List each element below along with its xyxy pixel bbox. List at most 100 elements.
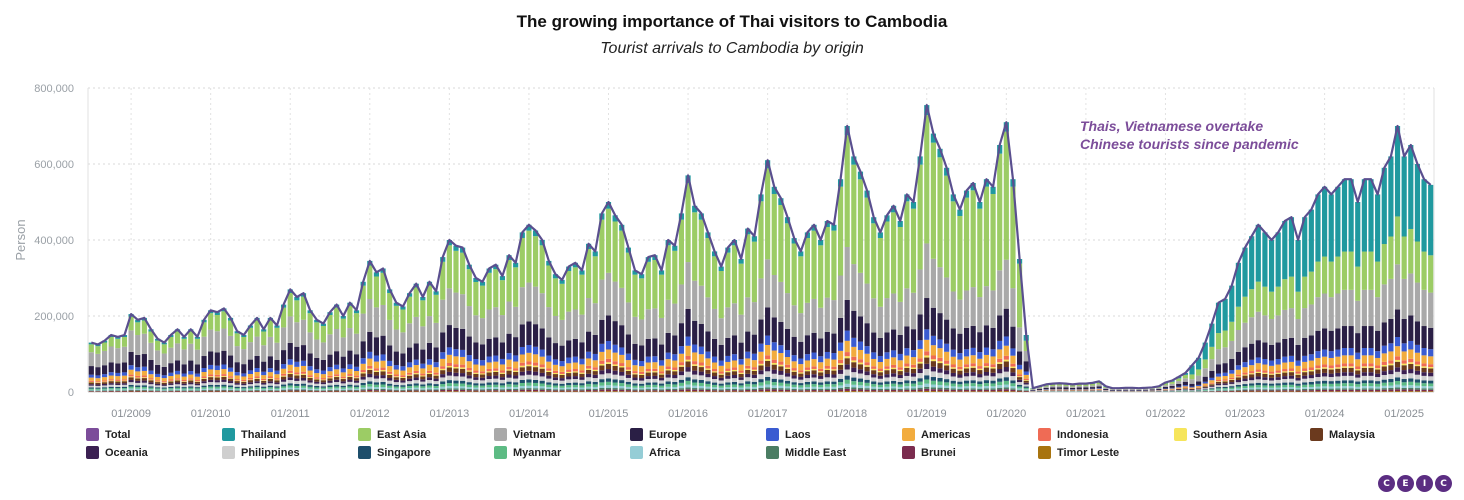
bar-segment-timor-leste	[566, 391, 572, 392]
bar-segment-laos	[1063, 388, 1069, 390]
bar-segment-southern-asia	[499, 372, 505, 374]
bar-segment-oceania	[1235, 379, 1241, 383]
bar-segment-middle-east	[738, 389, 744, 391]
bar-segment-east-asia	[1302, 276, 1308, 309]
bar-segment-africa	[1003, 384, 1009, 388]
legend-item[interactable]: Europe	[630, 428, 687, 441]
bar-segment-brunei	[433, 390, 439, 392]
bar-segment-americas	[844, 340, 850, 353]
bar-segment-southern-asia	[1255, 371, 1261, 373]
legend-item[interactable]: Myanmar	[494, 446, 561, 459]
legend-item[interactable]: Philippines	[222, 446, 300, 459]
bar-segment-oceania	[88, 384, 94, 386]
legend-item[interactable]: Indonesia	[1038, 428, 1108, 441]
bar-segment-philippines	[201, 383, 207, 386]
legend-item[interactable]: Africa	[630, 446, 680, 459]
bar-segment-oceania	[148, 382, 154, 385]
bar-segment-myanmar	[552, 385, 559, 388]
bar-segment-europe	[1421, 326, 1427, 349]
legend-item[interactable]: Vietnam	[494, 428, 556, 441]
bar-segment-malaysia	[1302, 372, 1308, 376]
bar-segment-americas	[453, 356, 459, 365]
bar-segment-americas	[1282, 362, 1288, 370]
bar-segment-americas	[1428, 356, 1434, 365]
bar-segment-timor-leste	[877, 391, 883, 392]
bar-segment-middle-east	[970, 388, 976, 390]
bar-segment-africa	[108, 389, 114, 391]
legend-item[interactable]: Oceania	[86, 446, 148, 459]
bar-segment-thailand	[1268, 240, 1275, 292]
bar-segment-east-asia	[552, 278, 559, 316]
bar-segment-laos	[168, 372, 174, 376]
bar-segment-singapore	[1394, 377, 1401, 382]
legend-item[interactable]: Middle East	[766, 446, 846, 459]
legend-item[interactable]: Total	[86, 428, 130, 441]
bar-segment-philippines	[639, 380, 645, 384]
bar-segment-laos	[798, 358, 804, 365]
bar-segment-brunei	[705, 389, 711, 392]
bar-segment-oceania	[300, 377, 307, 381]
bar-segment-timor-leste	[824, 391, 830, 392]
legend-item[interactable]: East Asia	[358, 428, 426, 441]
bar-segment-middle-east	[460, 388, 466, 390]
bar-segment-africa	[751, 386, 757, 389]
bar-segment-thailand	[1381, 167, 1387, 245]
legend-item[interactable]: Laos	[766, 428, 811, 441]
legend-item[interactable]: Singapore	[358, 446, 431, 459]
bar-segment-europe	[168, 363, 174, 373]
bar-segment-philippines	[135, 382, 141, 386]
bar-segment-laos	[1375, 351, 1381, 358]
bar-segment-europe	[1288, 337, 1295, 356]
legend-item[interactable]: Americas	[902, 428, 971, 441]
bar-segment-americas	[1196, 386, 1202, 388]
bar-segment-middle-east	[692, 388, 698, 390]
bar-segment-middle-east	[665, 388, 671, 391]
bar-segment-oceania	[924, 363, 930, 370]
bar-segment-philippines	[685, 371, 691, 378]
bar-segment-vietnam	[433, 322, 439, 348]
legend-item[interactable]: Thailand	[222, 428, 286, 441]
bar-segment-myanmar	[1315, 383, 1321, 387]
bar-segment-singapore	[917, 378, 923, 382]
bar-segment-singapore	[1235, 384, 1241, 387]
bar-segment-myanmar	[473, 385, 479, 388]
bar-segment-timor-leste	[1355, 391, 1361, 392]
legend-item[interactable]: Brunei	[902, 446, 956, 459]
bar-segment-timor-leste	[731, 391, 738, 392]
bar-segment-indonesia	[433, 372, 439, 375]
bar-segment-singapore	[1209, 388, 1215, 390]
legend-item[interactable]: Southern Asia	[1174, 428, 1267, 441]
bar-segment-indonesia	[672, 367, 678, 370]
bar-segment-southern-asia	[599, 363, 605, 366]
bar-segment-indonesia	[851, 356, 857, 361]
legend-item[interactable]: Malaysia	[1310, 428, 1375, 441]
bar-segment-middle-east	[108, 390, 114, 392]
bar-segment-thailand	[970, 183, 976, 191]
bar-segment-southern-asia	[904, 366, 910, 368]
bar-segment-americas	[997, 349, 1003, 359]
bar-segment-laos	[1162, 388, 1169, 390]
bar-segment-singapore	[1308, 381, 1314, 385]
bar-segment-southern-asia	[944, 363, 950, 366]
bar-segment-malaysia	[194, 381, 200, 384]
legend-item[interactable]: Timor Leste	[1038, 446, 1119, 459]
bar-segment-east-asia	[692, 212, 698, 281]
bar-segment-philippines	[1408, 373, 1414, 379]
bar-segment-vietnam	[227, 335, 234, 356]
bar-segment-myanmar	[254, 387, 260, 389]
bar-segment-malaysia	[1017, 377, 1023, 380]
bar-segment-africa	[818, 387, 824, 390]
bar-segment-oceania	[1401, 370, 1407, 375]
bar-segment-middle-east	[221, 389, 227, 391]
legend-label: Europe	[649, 428, 687, 441]
bar-segment-brunei	[625, 390, 631, 392]
bar-segment-philippines	[552, 380, 559, 384]
bar-segment-philippines	[334, 382, 340, 385]
bar-segment-europe	[214, 352, 220, 366]
bar-segment-philippines	[406, 381, 413, 385]
bar-segment-malaysia	[1202, 386, 1208, 388]
bar-segment-myanmar	[135, 387, 141, 389]
bar-segment-philippines	[1341, 375, 1348, 381]
bar-segment-oceania	[765, 366, 771, 372]
bar-segment-africa	[400, 388, 406, 390]
